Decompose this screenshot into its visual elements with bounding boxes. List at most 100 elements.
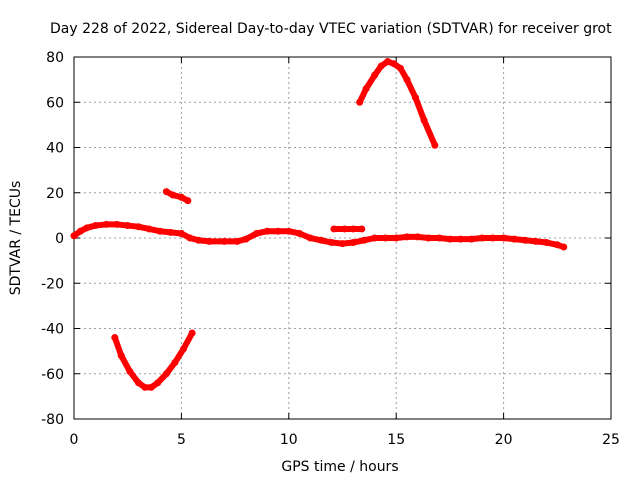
y-tick-label: 20 [46, 186, 64, 202]
data-point [489, 234, 497, 242]
series-segment-a [162, 188, 192, 205]
data-point [358, 225, 366, 233]
data-point [186, 234, 194, 242]
data-point [467, 235, 475, 243]
y-tick-label: -20 [41, 276, 64, 292]
data-point [362, 85, 370, 93]
data-point [180, 345, 188, 353]
y-tick-label: -80 [41, 412, 64, 428]
data-point [446, 235, 454, 243]
x-tick-label: 10 [280, 432, 298, 448]
data-point [242, 235, 250, 243]
data-point [134, 379, 142, 387]
data-point [117, 352, 125, 360]
data-point [328, 239, 336, 247]
data-point [76, 227, 84, 235]
data-point [296, 229, 304, 237]
data-point [403, 233, 411, 241]
data-point [274, 227, 282, 235]
data-point [177, 229, 185, 237]
data-point [169, 191, 177, 199]
data-point [510, 235, 518, 243]
data-point [396, 64, 404, 72]
data-point [349, 225, 357, 233]
y-tick-label: 60 [46, 95, 64, 111]
series-line [163, 188, 191, 204]
data-point [317, 236, 325, 244]
y-tick-label: 0 [55, 231, 64, 247]
data-point [349, 239, 357, 247]
data-point [162, 370, 170, 378]
data-point [177, 193, 185, 201]
data-point [384, 58, 392, 66]
data-point [162, 188, 170, 196]
x-axis-label: GPS time / hours [281, 459, 398, 475]
x-tick-label: 5 [177, 432, 186, 448]
data-point [147, 383, 155, 391]
data-point [83, 224, 91, 232]
x-tick-label: 25 [602, 432, 620, 448]
data-point [91, 222, 99, 230]
data-point [134, 223, 142, 231]
data-point [171, 358, 179, 366]
axis-ticks [73, 56, 612, 420]
data-point [220, 237, 228, 245]
data-point [412, 94, 420, 102]
data-point [543, 239, 551, 247]
data-point [145, 225, 153, 233]
data-point [478, 234, 486, 242]
data-point [184, 197, 192, 205]
x-tick-label: 20 [495, 432, 513, 448]
data-point [167, 228, 175, 236]
data-point [457, 235, 465, 243]
data-point [431, 141, 439, 149]
data-point [521, 236, 529, 244]
data-point [435, 234, 443, 242]
data-point [532, 237, 540, 245]
series-line [111, 330, 196, 391]
data-point [124, 222, 132, 230]
data-point [126, 367, 134, 375]
data-point [360, 236, 368, 244]
data-point [195, 236, 203, 244]
data-point [500, 234, 508, 242]
data-point [205, 237, 213, 245]
data-point [154, 379, 162, 387]
chart-title: Day 228 of 2022, Sidereal Day-to-day VTE… [50, 21, 612, 37]
y-tick-label: 40 [46, 141, 64, 157]
data-point [285, 227, 293, 235]
data-point [403, 76, 411, 84]
series-segment-b [330, 225, 366, 233]
data-point [414, 233, 422, 241]
series-main [70, 220, 568, 251]
data-point [560, 243, 568, 251]
data-point [420, 116, 428, 124]
data-point [113, 220, 121, 228]
data-point [553, 241, 561, 249]
data-point [424, 234, 432, 242]
data-point [263, 227, 271, 235]
data-point [253, 229, 261, 237]
series-segment-c [111, 329, 196, 391]
data-point [233, 237, 241, 245]
y-axis-label: SDTVAR / TECUs [8, 181, 24, 296]
series-segment-d [356, 58, 439, 149]
data-point [330, 225, 338, 233]
data-point [392, 234, 400, 242]
data-point [381, 234, 389, 242]
data-point [306, 234, 314, 242]
series-line [356, 58, 438, 149]
data-point [341, 225, 349, 233]
y-tick-label: -40 [41, 322, 64, 338]
data-point [102, 220, 110, 228]
data-point [111, 334, 119, 342]
data-point [188, 329, 196, 337]
data-point [371, 234, 379, 242]
data-point [377, 62, 385, 70]
y-tick-label: 80 [46, 50, 64, 66]
y-tick-label: -60 [41, 367, 64, 383]
tick-labels: 0 5 10 15 20 25 -80 -60 -40 -20 0 20 40 60 80 [41, 50, 620, 448]
data-series [70, 58, 568, 391]
data-point [390, 60, 398, 68]
